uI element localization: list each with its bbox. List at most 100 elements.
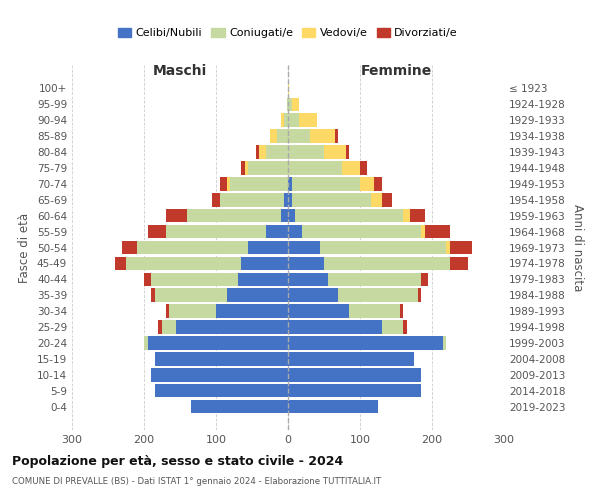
Bar [292, 193, 371, 206]
Bar [266, 145, 288, 159]
Bar [310, 130, 335, 143]
Bar [266, 225, 288, 238]
Bar [155, 288, 227, 302]
Bar [288, 114, 299, 127]
Bar [137, 240, 248, 254]
Text: COMUNE DI PREVALLE (BS) - Dati ISTAT 1° gennaio 2024 - Elaborazione TUTTITALIA.I: COMUNE DI PREVALLE (BS) - Dati ISTAT 1° … [12, 478, 381, 486]
Bar [288, 400, 378, 413]
Bar [288, 130, 310, 143]
Bar [288, 240, 320, 254]
Bar [115, 256, 126, 270]
Bar [166, 304, 169, 318]
Bar [328, 272, 421, 286]
Text: Popolazione per età, sesso e stato civile - 2024: Popolazione per età, sesso e stato civil… [12, 455, 343, 468]
Bar [382, 320, 403, 334]
Text: Femmine: Femmine [361, 64, 431, 78]
Bar [288, 82, 289, 95]
Bar [382, 193, 392, 206]
Bar [155, 384, 288, 398]
Bar [248, 161, 288, 174]
Bar [288, 209, 295, 222]
Bar [338, 288, 418, 302]
Bar [342, 161, 360, 174]
Bar [299, 114, 317, 127]
Bar [191, 400, 288, 413]
Bar [144, 272, 151, 286]
Bar [295, 209, 403, 222]
Bar [410, 209, 425, 222]
Bar [292, 98, 299, 111]
Bar [148, 336, 288, 350]
Bar [151, 272, 238, 286]
Bar [349, 304, 400, 318]
Bar [288, 256, 324, 270]
Bar [241, 161, 245, 174]
Bar [245, 161, 248, 174]
Bar [281, 209, 288, 222]
Bar [248, 240, 288, 254]
Bar [230, 177, 288, 190]
Bar [270, 130, 277, 143]
Bar [166, 225, 266, 238]
Bar [400, 304, 403, 318]
Legend: Celibi/Nubili, Coniugati/e, Vedovi/e, Divorziati/e: Celibi/Nubili, Coniugati/e, Vedovi/e, Di… [113, 23, 463, 42]
Bar [284, 114, 288, 127]
Bar [277, 130, 288, 143]
Bar [292, 177, 360, 190]
Bar [288, 193, 292, 206]
Bar [148, 225, 166, 238]
Bar [288, 384, 421, 398]
Bar [450, 256, 468, 270]
Bar [287, 98, 288, 111]
Bar [151, 368, 288, 382]
Bar [166, 209, 187, 222]
Bar [162, 320, 176, 334]
Bar [443, 336, 446, 350]
Bar [324, 145, 346, 159]
Bar [403, 209, 410, 222]
Bar [241, 256, 288, 270]
Bar [151, 288, 155, 302]
Text: Maschi: Maschi [153, 64, 207, 78]
Bar [421, 225, 425, 238]
Bar [403, 320, 407, 334]
Bar [227, 177, 230, 190]
Bar [288, 145, 324, 159]
Bar [374, 177, 382, 190]
Bar [288, 352, 414, 366]
Bar [288, 368, 421, 382]
Bar [288, 225, 302, 238]
Bar [144, 336, 148, 350]
Bar [360, 161, 367, 174]
Bar [158, 320, 162, 334]
Bar [288, 304, 349, 318]
Bar [288, 288, 338, 302]
Bar [288, 98, 292, 111]
Bar [176, 320, 288, 334]
Y-axis label: Anni di nascita: Anni di nascita [571, 204, 584, 291]
Bar [155, 352, 288, 366]
Bar [288, 177, 292, 190]
Bar [220, 177, 227, 190]
Bar [187, 209, 281, 222]
Bar [324, 256, 450, 270]
Bar [320, 240, 446, 254]
Bar [371, 193, 382, 206]
Bar [346, 145, 349, 159]
Bar [446, 240, 450, 254]
Bar [360, 177, 374, 190]
Bar [281, 114, 284, 127]
Bar [169, 304, 216, 318]
Bar [126, 256, 241, 270]
Bar [216, 304, 288, 318]
Bar [450, 240, 472, 254]
Bar [227, 288, 288, 302]
Bar [220, 193, 284, 206]
Bar [259, 145, 266, 159]
Bar [288, 161, 342, 174]
Bar [421, 272, 428, 286]
Bar [288, 336, 443, 350]
Bar [418, 288, 421, 302]
Bar [212, 193, 220, 206]
Bar [256, 145, 259, 159]
